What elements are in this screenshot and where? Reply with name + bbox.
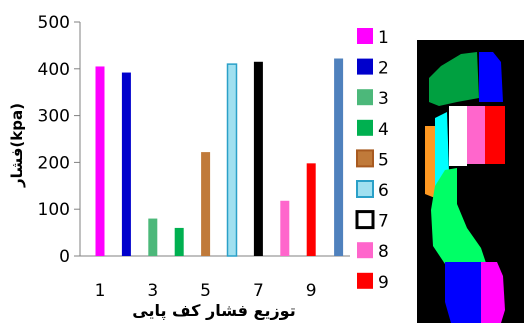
legend-swatch xyxy=(357,28,373,44)
y-axis-title: فشار(kpa) xyxy=(8,103,26,188)
x-tick-label: 5 xyxy=(200,281,211,301)
legend-swatch xyxy=(356,180,374,198)
y-tick-label: 200 xyxy=(38,153,70,173)
bar-5 xyxy=(201,152,211,256)
bar-7 xyxy=(253,61,263,256)
legend-swatch xyxy=(357,242,373,259)
legend-label: 8 xyxy=(378,242,389,262)
legend-label: 7 xyxy=(378,212,389,232)
bar-2 xyxy=(121,72,131,256)
foot-region-8 xyxy=(467,106,485,164)
legend-swatch xyxy=(357,89,373,106)
legend-item-1: 1 xyxy=(357,28,389,48)
legend-item-3: 3 xyxy=(357,89,389,109)
bar-3 xyxy=(148,218,158,256)
bar-8 xyxy=(280,200,290,256)
foot-region-2-heel xyxy=(445,262,481,323)
x-tick-label: 9 xyxy=(306,281,317,301)
legend-item-7: 7 xyxy=(355,210,389,232)
legend-item-8: 8 xyxy=(357,242,389,262)
x-tick-label: 3 xyxy=(147,281,158,301)
legend-label: 3 xyxy=(378,89,389,109)
x-axis-title: توزیع فشار کف پایی xyxy=(132,301,295,321)
foot-region-1 xyxy=(481,262,505,323)
y-tick-label: 0 xyxy=(59,247,70,267)
foot-region-4 xyxy=(429,52,479,106)
legend-swatch xyxy=(355,210,375,230)
legend-item-4: 4 xyxy=(357,119,389,140)
foot-region-9 xyxy=(485,106,505,164)
y-tick-label: 400 xyxy=(38,60,70,80)
foot-region-3 xyxy=(431,168,487,266)
y-tick-label: 100 xyxy=(38,200,70,220)
legend-swatch xyxy=(357,272,373,289)
legend-swatch xyxy=(357,58,373,75)
legend-label: 1 xyxy=(378,28,389,48)
legend-swatch xyxy=(356,149,374,168)
x-tick-label: 1 xyxy=(95,281,106,301)
bar-extra xyxy=(334,58,344,257)
foot-region-5 xyxy=(425,126,435,198)
bar-4 xyxy=(174,227,184,256)
foot-pressure-map xyxy=(417,40,524,323)
y-tick-label: 500 xyxy=(38,13,70,33)
legend-swatch xyxy=(357,119,373,136)
foot-region-2 xyxy=(479,52,503,102)
legend-label: 6 xyxy=(378,181,389,201)
legend-item-6: 6 xyxy=(356,180,389,201)
bar-1 xyxy=(95,66,105,257)
legend-label: 5 xyxy=(378,150,389,170)
legend-label: 2 xyxy=(378,59,389,79)
bar-chart: 0 100 200 300 400 500 فشار(kpa) 1 3 5 7 9 توزیع فشار… xyxy=(8,13,389,321)
bar-9 xyxy=(306,163,316,256)
legend-label: 9 xyxy=(378,273,389,293)
legend-item-5: 5 xyxy=(356,149,389,170)
foot-region-6 xyxy=(435,112,449,186)
legend-label: 4 xyxy=(378,120,389,140)
legend-item-2: 2 xyxy=(357,58,389,79)
foot-region-7 xyxy=(449,106,467,166)
y-tick-label: 300 xyxy=(38,107,70,127)
bar-6 xyxy=(226,63,238,257)
legend-item-9: 9 xyxy=(357,272,389,293)
x-tick-label: 7 xyxy=(253,281,264,301)
